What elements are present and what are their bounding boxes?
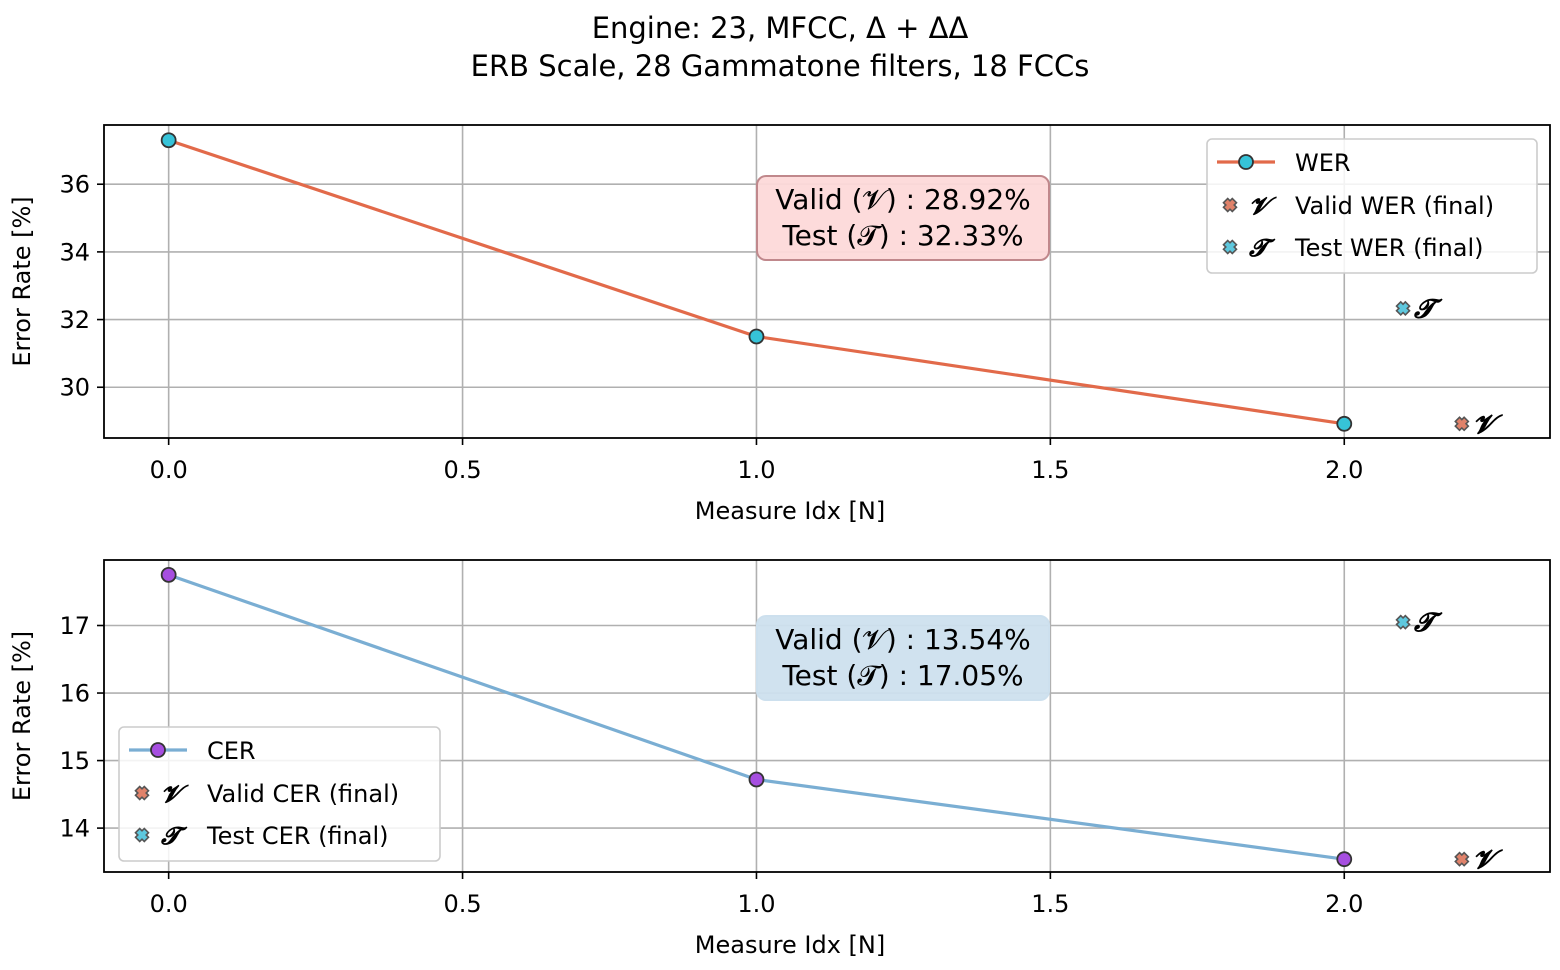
annotation-box: [756, 615, 1050, 701]
legend-symbol: 𝓣: [160, 822, 188, 850]
data-point: [748, 771, 765, 788]
legend-x-swatch: [134, 827, 150, 843]
x-tick-label: 1.5: [1031, 890, 1069, 918]
y-tick-label: 14: [59, 815, 90, 843]
legend-x-swatch: [134, 785, 150, 801]
x-tick-label: 0.0: [150, 456, 188, 484]
legend-label: Valid CER (final): [207, 780, 399, 808]
x-tick-label: 1.0: [737, 890, 775, 918]
legend-label: Valid WER (final): [1295, 192, 1494, 220]
legend-symbol: 𝓣: [1248, 234, 1276, 262]
series-line-wer: [168, 138, 1345, 426]
test-final-symbol: 𝓣: [1413, 608, 1443, 638]
legend-label: Test WER (final): [1294, 234, 1484, 262]
x-tick-label: 2.0: [1325, 890, 1363, 918]
y-tick-label: 36: [59, 171, 90, 199]
x-tick-label: 1.5: [1031, 456, 1069, 484]
annotation-test-text: Test (𝓣) : 32.33%: [781, 219, 1023, 252]
y-tick-label: 16: [59, 680, 90, 708]
y-tick-label: 32: [59, 306, 90, 334]
axes-frame: [103, 559, 1551, 873]
x-tick-label: 1.0: [737, 456, 775, 484]
x-axis-label: Measure Idx [N]: [695, 931, 885, 959]
annotation-valid-text: Valid (𝓥) : 13.54%: [775, 623, 1031, 656]
y-tick-label: 34: [59, 238, 90, 266]
data-point: [1336, 415, 1353, 432]
legend-label: WER: [1295, 149, 1351, 177]
legend: CER 𝓥 Valid CER (final) 𝓣 Test CER (final): [118, 726, 441, 862]
y-axis-label: Error Rate [%]: [8, 631, 36, 801]
legend-label: CER: [207, 737, 256, 765]
data-point: [160, 566, 177, 583]
data-point: [748, 328, 765, 345]
valid-final-symbol: 𝓥: [1473, 410, 1503, 440]
chart-wer: 0.0 0.5 1.0 1.5 2.0 30 32 34 36 Measure Idx [N] Er…: [8, 124, 1551, 525]
legend-symbol: 𝓥: [161, 780, 189, 808]
x-tick-label: 0.5: [443, 890, 481, 918]
legend-symbol: 𝓥: [1249, 192, 1277, 220]
figure-title-line-1: Engine: 23, MFCC, Δ + ΔΔ: [591, 11, 969, 45]
legend-x-swatch: [1222, 239, 1238, 255]
chart-cer: 0.0 0.5 1.0 1.5 2.0 14 15 16 17 Measure Idx [N] Er…: [8, 559, 1551, 959]
legend-dot-swatch: [150, 742, 166, 758]
legend-box: [118, 726, 441, 862]
annotation-test-text: Test (𝓣) : 17.05%: [781, 659, 1023, 692]
data-point: [1336, 851, 1353, 868]
annotation-box: [756, 175, 1050, 261]
legend-label: Test CER (final): [206, 822, 389, 850]
x-tick-label: 0.5: [443, 456, 481, 484]
test-final-marker: [1395, 614, 1411, 630]
figure-title-line-2: ERB Scale, 28 Gammatone filters, 18 FCCs: [470, 49, 1090, 83]
test-final-symbol: 𝓣: [1413, 294, 1443, 324]
x-tick-label: 2.0: [1325, 456, 1363, 484]
legend-box: [1206, 138, 1538, 274]
x-axis-label: Measure Idx [N]: [695, 497, 885, 525]
y-tick-label: 30: [59, 374, 90, 402]
y-axis-label: Error Rate [%]: [8, 196, 36, 366]
valid-final-symbol: 𝓥: [1473, 845, 1503, 875]
y-tick-label: 17: [59, 612, 90, 640]
legend: WER 𝓥 Valid WER (final) 𝓣 Test WER (final): [1206, 138, 1538, 274]
valid-final-marker: [1454, 851, 1470, 867]
data-point: [160, 132, 177, 149]
valid-final-marker: [1454, 416, 1470, 432]
y-tick-label: 15: [59, 747, 90, 775]
legend-x-swatch: [1222, 197, 1238, 213]
series-line-cer: [168, 573, 1345, 861]
annotation-valid-text: Valid (𝓥) : 28.92%: [775, 183, 1031, 216]
axes-frame: [103, 124, 1551, 439]
x-tick-label: 0.0: [150, 890, 188, 918]
legend-dot-swatch: [1238, 154, 1254, 170]
test-final-marker: [1395, 300, 1411, 317]
